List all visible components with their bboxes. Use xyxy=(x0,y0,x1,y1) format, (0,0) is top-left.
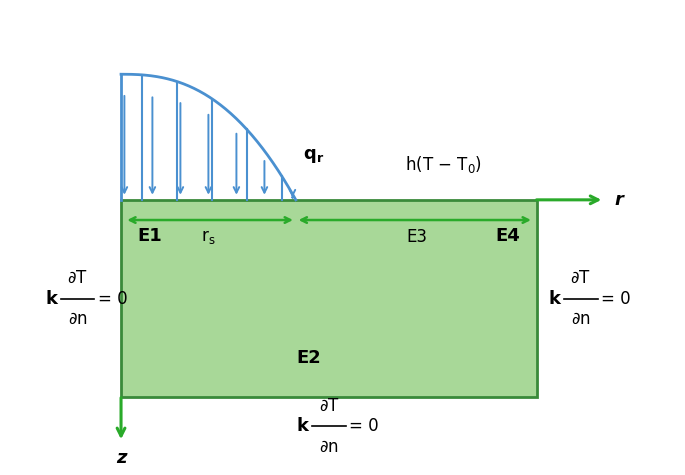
Text: $\partial$n: $\partial$n xyxy=(319,437,339,456)
Text: = 0: = 0 xyxy=(601,290,630,307)
Text: q$_\mathregular{r}$: q$_\mathregular{r}$ xyxy=(303,147,324,165)
Text: $\partial$n: $\partial$n xyxy=(68,310,87,328)
Text: $\partial$T: $\partial$T xyxy=(67,269,88,287)
Text: $\partial$T: $\partial$T xyxy=(571,269,591,287)
Text: = 0: = 0 xyxy=(349,418,379,436)
Text: z: z xyxy=(116,449,126,467)
Bar xyxy=(121,200,537,397)
Text: E4: E4 xyxy=(495,227,521,245)
Text: E2: E2 xyxy=(296,349,321,367)
Text: h(T $-$ T$_\mathregular{0}$): h(T $-$ T$_\mathregular{0}$) xyxy=(405,154,482,175)
Text: E1: E1 xyxy=(138,227,162,245)
Text: = 0: = 0 xyxy=(97,290,127,307)
Text: $\partial$T: $\partial$T xyxy=(319,397,340,415)
Text: $\partial$n: $\partial$n xyxy=(571,310,590,328)
Text: k: k xyxy=(45,290,58,307)
Text: k: k xyxy=(297,418,309,436)
Text: r$_\mathregular{s}$: r$_\mathregular{s}$ xyxy=(201,228,216,246)
Text: E3: E3 xyxy=(406,228,427,246)
Text: k: k xyxy=(549,290,560,307)
Text: r: r xyxy=(614,191,623,209)
